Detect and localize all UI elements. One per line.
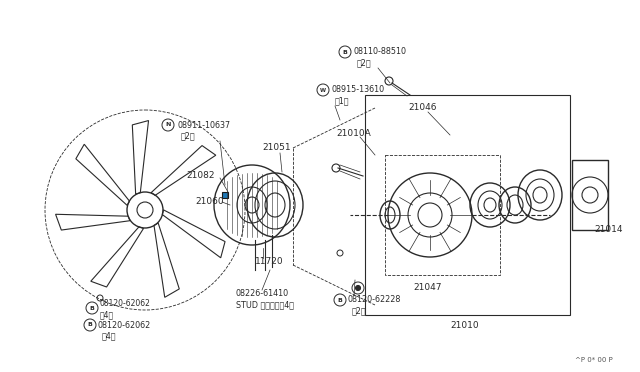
Text: W: W — [320, 87, 326, 93]
Text: ^P 0* 00 P: ^P 0* 00 P — [575, 357, 612, 363]
Circle shape — [355, 285, 360, 291]
Text: 08110-88510: 08110-88510 — [353, 48, 406, 57]
Text: 21082: 21082 — [186, 170, 214, 180]
Text: B: B — [90, 305, 95, 311]
Bar — [222, 192, 228, 198]
Text: 21014: 21014 — [594, 225, 623, 234]
Text: 21010: 21010 — [450, 321, 479, 330]
Text: （1）: （1） — [335, 96, 349, 106]
Text: （2）: （2） — [181, 131, 196, 141]
Text: 08226-61410: 08226-61410 — [236, 289, 289, 298]
Text: N: N — [165, 122, 171, 128]
Text: 08120-62062: 08120-62062 — [100, 299, 151, 308]
Text: 08120-62228: 08120-62228 — [348, 295, 401, 305]
Bar — [572, 160, 608, 230]
Text: 21047: 21047 — [413, 283, 442, 292]
Bar — [385, 155, 500, 275]
Text: 21060: 21060 — [195, 198, 223, 206]
Text: 21046: 21046 — [408, 103, 436, 112]
Text: （2）: （2） — [357, 58, 372, 67]
Text: （2）: （2） — [352, 307, 367, 315]
Text: 11720: 11720 — [255, 257, 284, 266]
Text: B: B — [356, 285, 360, 291]
Bar — [365, 95, 570, 315]
Text: 21051: 21051 — [262, 144, 291, 153]
Text: 08120-62062: 08120-62062 — [98, 321, 151, 330]
Text: 08911-10637: 08911-10637 — [177, 121, 230, 129]
Text: 08915-13610: 08915-13610 — [331, 86, 384, 94]
Text: B: B — [88, 323, 92, 327]
Text: （4）: （4） — [102, 331, 116, 340]
Text: STUD スタッド（4）: STUD スタッド（4） — [236, 301, 294, 310]
Text: （4）: （4） — [100, 311, 114, 320]
Text: B: B — [342, 49, 348, 55]
Text: 21010A: 21010A — [336, 129, 371, 138]
Text: B: B — [337, 298, 342, 302]
